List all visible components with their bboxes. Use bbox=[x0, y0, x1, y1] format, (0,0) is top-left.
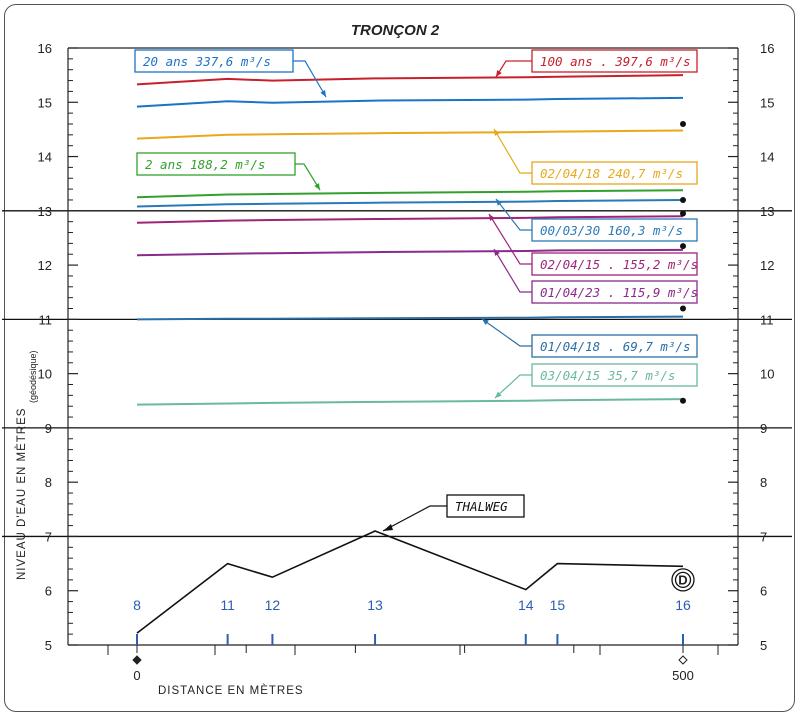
series-leader-arrow bbox=[495, 391, 502, 398]
series-label: 2 ans 188,2 m³/s bbox=[145, 157, 265, 172]
series-line bbox=[136, 199, 684, 208]
series-leader-line bbox=[293, 60, 327, 98]
y-tick-label: 11 bbox=[760, 312, 774, 327]
series-leader-line bbox=[495, 198, 532, 231]
series-line bbox=[136, 315, 684, 321]
y-tick-label: 6 bbox=[760, 584, 767, 599]
x-axis-label: DISTANCE EN MÈTRES bbox=[158, 684, 304, 697]
y-tick-label: 16 bbox=[38, 41, 52, 56]
observed-points bbox=[680, 120, 686, 404]
gridlines bbox=[2, 210, 792, 538]
series-leader-arrow bbox=[482, 319, 489, 325]
axes bbox=[67, 47, 739, 646]
section-label: 13 bbox=[367, 597, 383, 613]
y-tick-label: 8 bbox=[45, 475, 52, 490]
series-leader-arrow bbox=[489, 214, 495, 221]
d-marker-inner bbox=[674, 571, 692, 589]
x-tick-label: 0 bbox=[133, 668, 140, 683]
y-ticks-right: 5 6 7 8 9 10 11 12 13 14 15 16 bbox=[728, 41, 774, 653]
series-leader-line bbox=[295, 163, 321, 191]
y-tick-label: 13 bbox=[38, 204, 52, 219]
y-tick-label: 7 bbox=[45, 529, 52, 544]
y-axis-label: NIVEAU D'EAU EN MÈTRES bbox=[15, 408, 28, 580]
series-label: 100 ans . 397,6 m³/s bbox=[540, 54, 691, 69]
series-line bbox=[136, 398, 684, 406]
series-line bbox=[136, 189, 684, 199]
series-leader-line bbox=[495, 60, 532, 78]
x-marker-diamond bbox=[678, 655, 688, 665]
series-leader-arrow bbox=[494, 129, 500, 136]
section-label: 16 bbox=[675, 597, 691, 613]
y-tick-label: 14 bbox=[760, 150, 774, 165]
y-ticks-left: 5 6 7 8 9 10 11 12 13 14 15 16 bbox=[38, 41, 78, 653]
series-leader-arrow bbox=[494, 249, 500, 256]
series-leader-line bbox=[488, 213, 532, 265]
y-tick-label: 15 bbox=[760, 95, 774, 110]
y-tick-label: 11 bbox=[39, 312, 53, 327]
y-tick-label: 12 bbox=[760, 258, 774, 273]
series-labels: 100 ans . 397,6 m³/s 20 ans 337,6 m³/s 02/… bbox=[134, 49, 698, 532]
thalweg-label: THALWEG bbox=[455, 499, 508, 514]
y-tick-label: 5 bbox=[760, 638, 767, 653]
y-tick-label: 10 bbox=[760, 367, 774, 382]
y-tick-label: 10 bbox=[38, 367, 52, 382]
y-tick-label: 7 bbox=[760, 529, 767, 544]
series-line bbox=[136, 215, 684, 224]
observed-point bbox=[680, 305, 686, 312]
section-label: 12 bbox=[265, 597, 281, 613]
series-line bbox=[136, 74, 684, 86]
chart-frame bbox=[4, 4, 795, 712]
x-tick-label: 500 bbox=[672, 668, 694, 683]
series-leader-line bbox=[493, 248, 532, 293]
series-leader-line bbox=[494, 374, 532, 399]
series-leader-arrow bbox=[320, 90, 326, 97]
x-marker-diamond bbox=[132, 655, 142, 665]
section-label: 11 bbox=[220, 597, 235, 613]
x-ticks: 0 500 bbox=[107, 645, 719, 683]
section-label: 15 bbox=[550, 597, 566, 613]
observed-point bbox=[680, 120, 686, 127]
series-label: 01/04/23 . 115,9 m³/s bbox=[540, 285, 698, 300]
series-line bbox=[136, 248, 684, 257]
series-leader-arrow bbox=[496, 199, 503, 206]
observed-point bbox=[680, 210, 686, 217]
thalweg-polyline bbox=[136, 530, 684, 634]
thalweg-leader-line bbox=[382, 505, 447, 532]
observed-point bbox=[680, 243, 686, 250]
series-label: 20 ans 337,6 m³/s bbox=[143, 54, 271, 69]
series-label: 02/04/18 240,7 m³/s bbox=[540, 166, 683, 181]
y-tick-label: 12 bbox=[38, 258, 52, 273]
series-lines bbox=[136, 74, 684, 406]
y-tick-label: 14 bbox=[38, 150, 52, 165]
y-tick-label: 13 bbox=[760, 204, 774, 219]
y-tick-label: 6 bbox=[45, 584, 52, 599]
y-tick-label: 5 bbox=[45, 638, 52, 653]
series-leader-arrow bbox=[314, 183, 320, 190]
d-marker-label: D bbox=[678, 572, 687, 587]
y-tick-label: 8 bbox=[760, 475, 767, 490]
series-line bbox=[136, 96, 684, 108]
section-label: 14 bbox=[518, 597, 534, 613]
observed-point bbox=[680, 196, 686, 203]
chart-title: TRONÇON 2 bbox=[351, 22, 440, 39]
y-axis-label-note: (géodésique) bbox=[28, 350, 38, 403]
section-label: 8 bbox=[133, 597, 141, 613]
series-label: 02/04/15 . 155,2 m³/s bbox=[540, 257, 698, 272]
y-tick-label: 15 bbox=[38, 95, 52, 110]
thalweg-line bbox=[136, 530, 684, 634]
series-label: 03/04/15 35,7 m³/s bbox=[540, 368, 675, 383]
observed-point bbox=[680, 397, 686, 404]
series-label: 00/03/30 160,3 m³/s bbox=[540, 223, 683, 238]
series-label: 01/04/18 . 69,7 m³/s bbox=[540, 339, 691, 354]
y-tick-label: 16 bbox=[760, 41, 774, 56]
series-leader-line bbox=[481, 318, 532, 347]
y-tick-label: 9 bbox=[45, 421, 52, 436]
series-leader-line bbox=[493, 128, 532, 174]
series-line bbox=[136, 129, 684, 140]
series-leader-arrow bbox=[496, 70, 502, 77]
section-labels: 8 11 12 13 14 15 16 D bbox=[133, 568, 695, 645]
thalweg-leader-arrow bbox=[383, 524, 393, 531]
y-tick-label: 9 bbox=[760, 421, 767, 436]
